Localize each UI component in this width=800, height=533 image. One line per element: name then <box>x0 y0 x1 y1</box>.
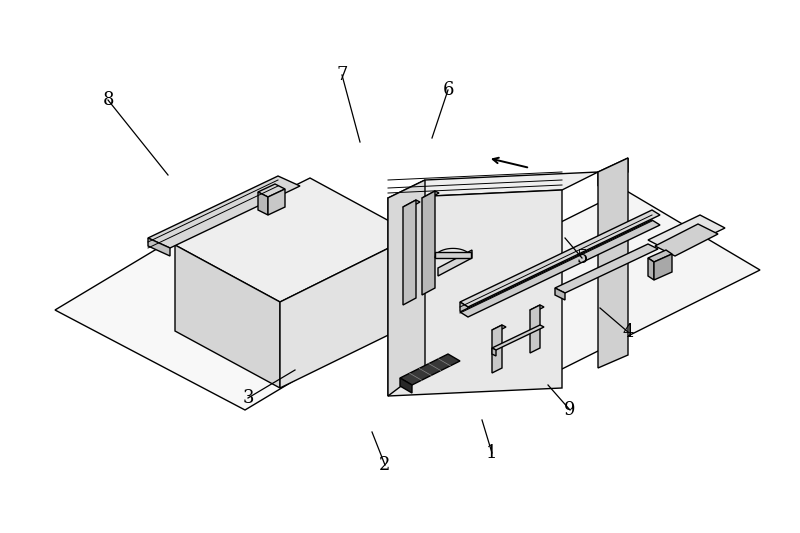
Polygon shape <box>388 190 562 396</box>
Polygon shape <box>438 250 472 276</box>
Polygon shape <box>648 258 654 280</box>
Polygon shape <box>148 238 170 256</box>
Text: 8: 8 <box>102 91 114 109</box>
Text: 4: 4 <box>622 323 634 341</box>
Text: 1: 1 <box>486 444 498 462</box>
Polygon shape <box>280 235 415 388</box>
Text: 6: 6 <box>442 81 454 99</box>
Polygon shape <box>268 189 285 215</box>
Polygon shape <box>422 191 439 200</box>
Polygon shape <box>415 190 760 375</box>
Polygon shape <box>460 220 660 317</box>
Polygon shape <box>530 305 540 353</box>
Polygon shape <box>435 252 471 258</box>
Polygon shape <box>403 200 416 305</box>
Polygon shape <box>258 192 268 215</box>
Polygon shape <box>55 205 420 410</box>
Polygon shape <box>492 325 506 332</box>
Text: 3: 3 <box>242 389 254 407</box>
Polygon shape <box>492 325 544 350</box>
Polygon shape <box>598 158 628 186</box>
Polygon shape <box>400 378 412 393</box>
Polygon shape <box>258 184 285 197</box>
Polygon shape <box>400 354 460 385</box>
Text: 9: 9 <box>564 401 576 419</box>
Polygon shape <box>555 244 658 293</box>
Polygon shape <box>648 250 672 262</box>
Polygon shape <box>175 245 280 388</box>
Polygon shape <box>648 215 725 253</box>
Polygon shape <box>598 158 628 368</box>
Text: 7: 7 <box>336 66 348 84</box>
Polygon shape <box>555 288 565 300</box>
Polygon shape <box>388 180 425 396</box>
Polygon shape <box>460 302 468 316</box>
Polygon shape <box>654 254 672 280</box>
Polygon shape <box>388 172 598 198</box>
Polygon shape <box>492 348 496 356</box>
Polygon shape <box>175 178 415 302</box>
Polygon shape <box>403 200 420 209</box>
Polygon shape <box>460 210 660 307</box>
Text: 5: 5 <box>576 249 588 267</box>
Polygon shape <box>655 224 718 256</box>
Polygon shape <box>422 191 435 295</box>
Polygon shape <box>530 305 544 312</box>
Polygon shape <box>148 176 300 248</box>
Polygon shape <box>492 325 502 373</box>
Text: 2: 2 <box>379 456 390 474</box>
